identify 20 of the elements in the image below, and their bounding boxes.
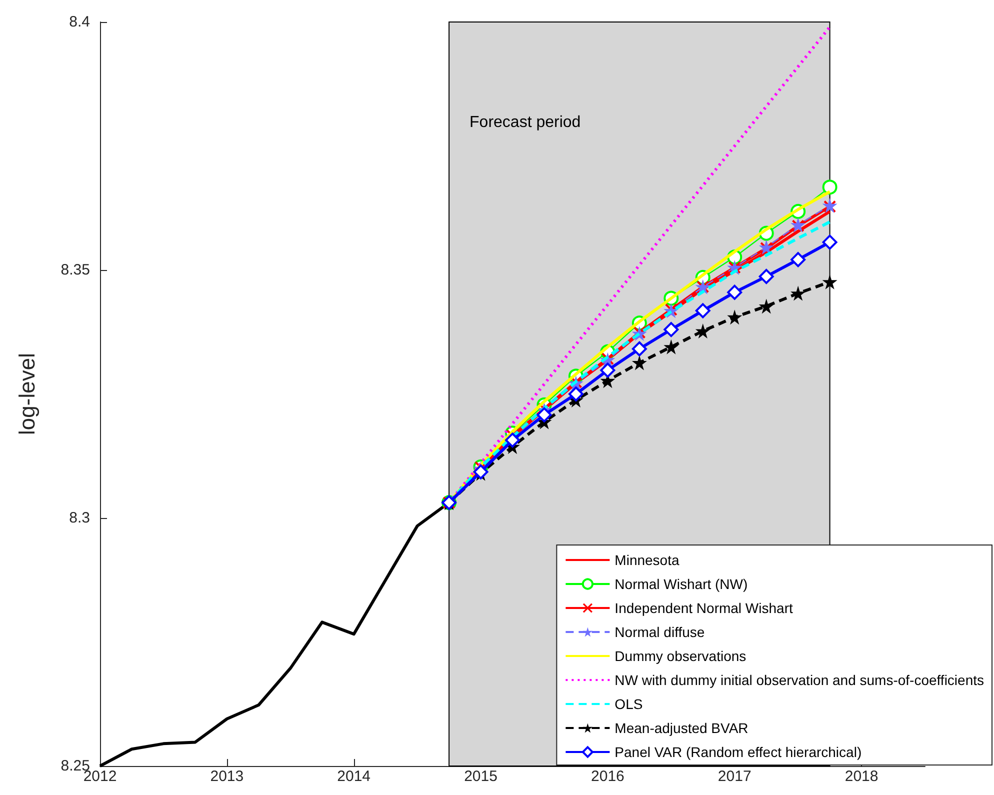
x-tick-label: 2014 [337, 768, 371, 785]
legend-label: Independent Normal Wishart [614, 600, 793, 616]
y-tick-label: 8.35 [60, 262, 90, 278]
band-label: Forecast period [470, 114, 581, 131]
y-tick-label: 8.3 [69, 510, 90, 526]
y-axis-title: log-level [14, 353, 40, 435]
x-tick-label: 2017 [718, 768, 752, 785]
x-tick-label: 2016 [591, 768, 624, 785]
legend-label: Normal diffuse [614, 624, 705, 640]
legend-label: Minnesota [614, 552, 680, 568]
legend-label: OLS [614, 696, 643, 712]
y-tick-label: 8.4 [69, 14, 90, 30]
x-tick-label: 2013 [210, 768, 244, 785]
legend-label: Mean-adjusted BVAR [614, 720, 748, 736]
x-tick-label: 2018 [844, 768, 878, 785]
legend-label: Panel VAR (Random effect hierarchical) [614, 744, 862, 760]
x-tick-label: 2015 [464, 768, 498, 785]
legend-label: NW with dummy initial observation and sums-of-coefficients [614, 672, 984, 688]
legend-label: Normal Wishart (NW) [614, 576, 748, 592]
legend-label: Dummy observations [614, 648, 746, 664]
